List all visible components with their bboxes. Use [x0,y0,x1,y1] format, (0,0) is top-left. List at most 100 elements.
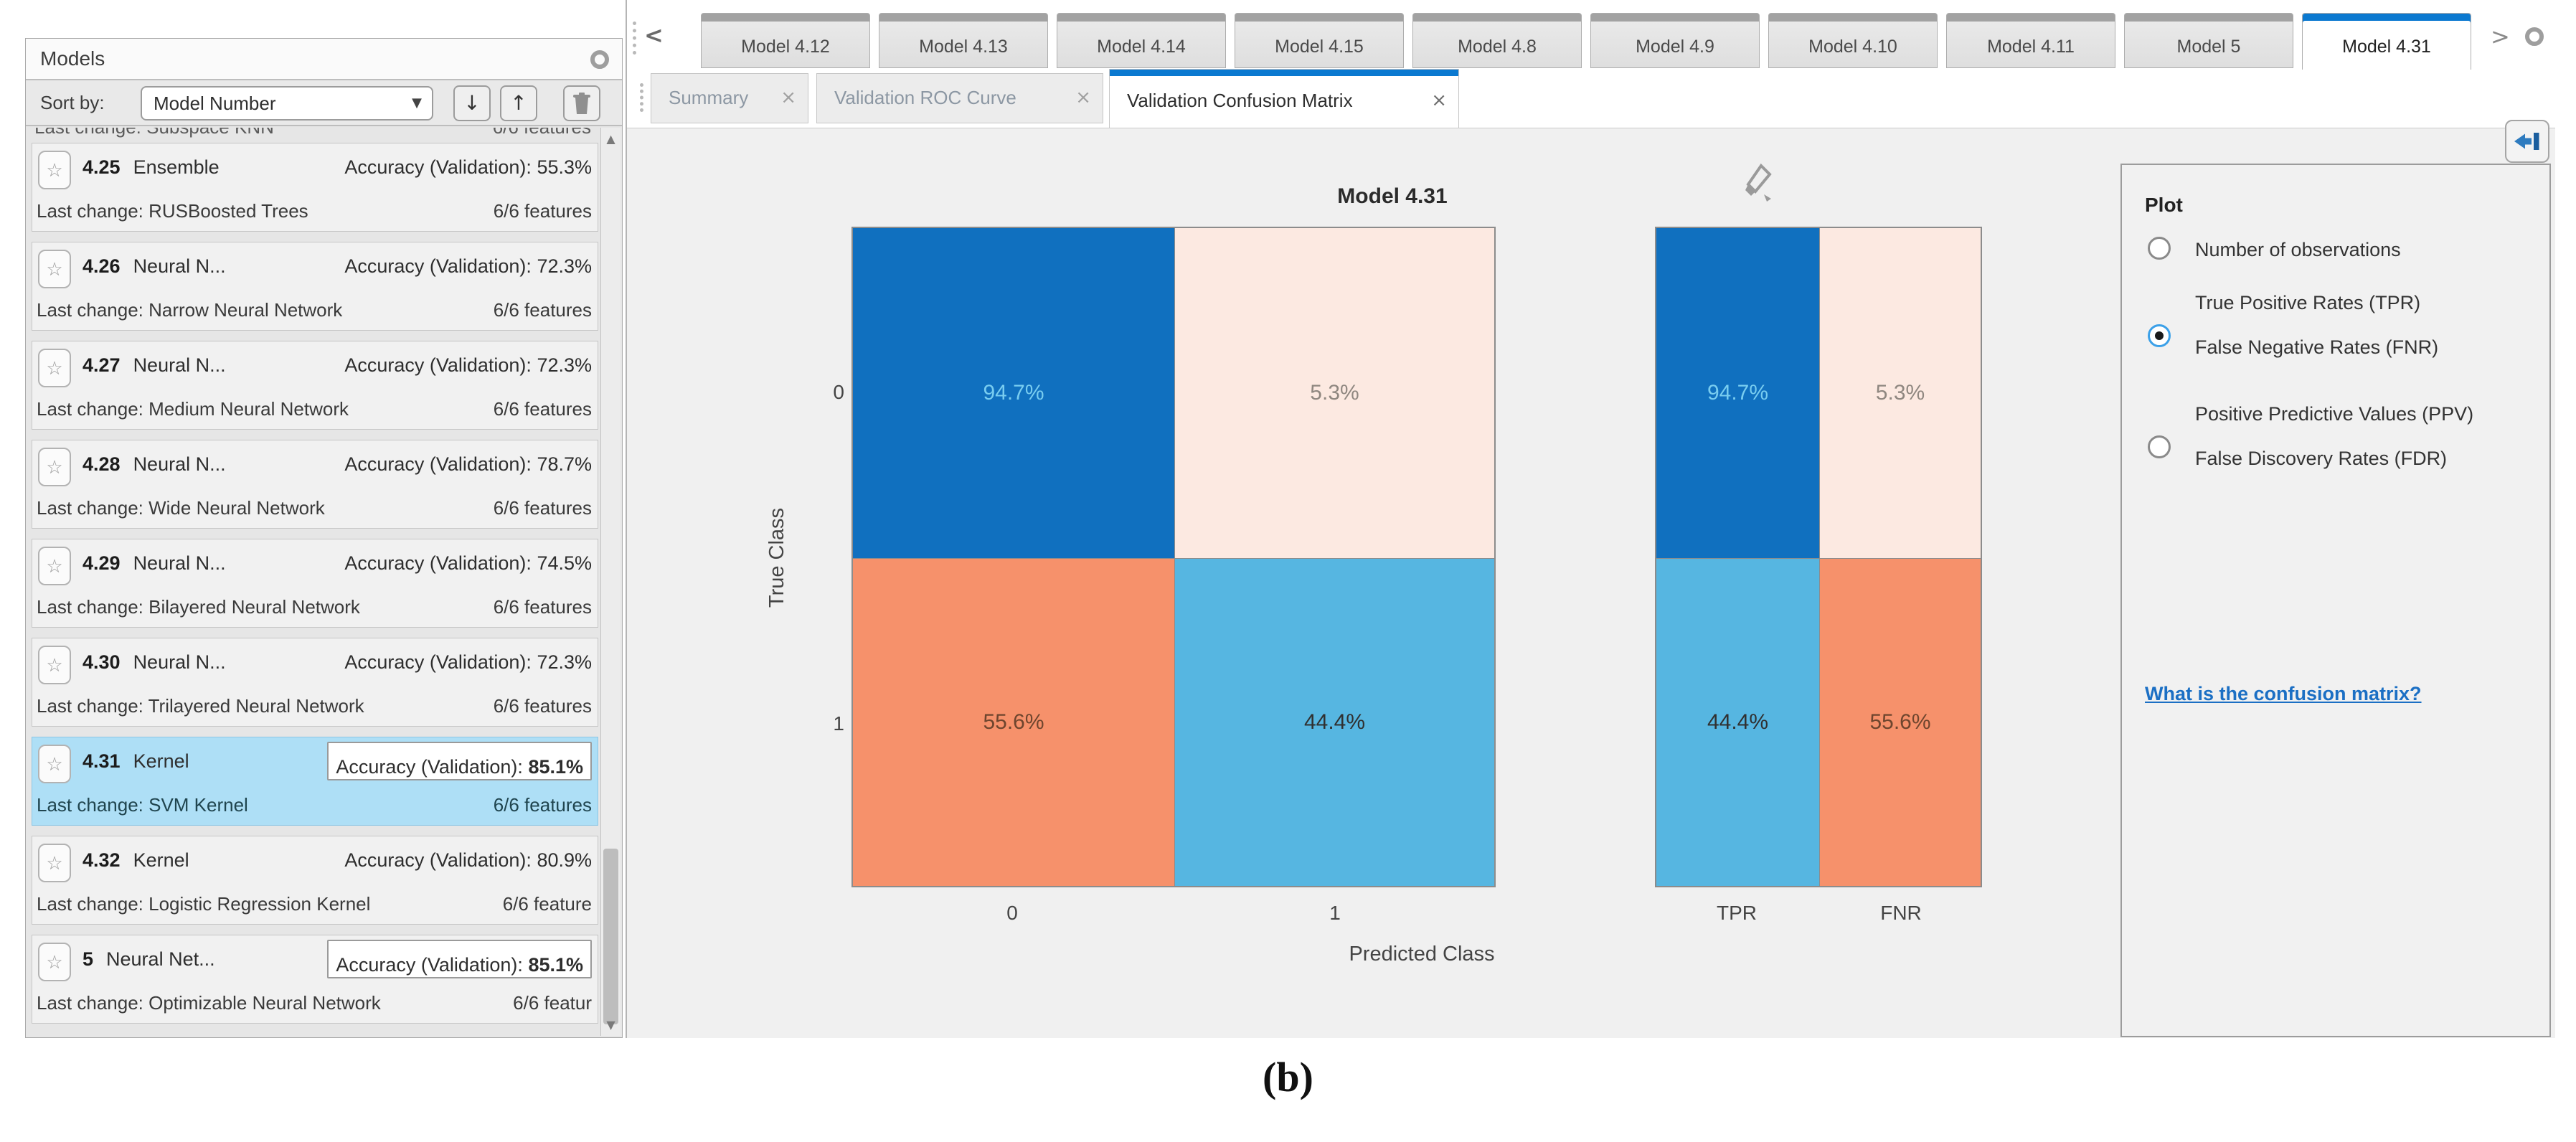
model-item-4-31-selected[interactable]: ☆ 4.31 Kernel Accuracy (Validation): 85.1%… [32,737,598,826]
tab-model-4-9[interactable]: Model 4.9 [1590,13,1760,68]
matrix-cell-true0-pred1[interactable]: 5.3% [1175,228,1494,559]
model-accuracy: Accuracy (Validation): 72.3% [344,651,592,673]
radio-number-of-observations[interactable] [2148,237,2171,260]
scrollbar-thumb[interactable] [603,849,618,1024]
model-accuracy: Accuracy (Validation): 78.7% [344,453,592,475]
sort-ascending-button[interactable]: ↑ [500,85,537,121]
model-item-4-26[interactable]: ☆ 4.26 Neural N... Accuracy (Validation): … [32,242,598,331]
model-type: Neural N... [133,453,226,475]
matrix-cell-true1-pred0[interactable]: 55.6% [853,559,1175,886]
favorite-star-icon[interactable]: ☆ [38,151,71,189]
close-icon[interactable]: × [780,87,796,108]
rate-cell-true1-tpr[interactable]: 44.4% [1656,559,1820,886]
plot-options-panel: Plot Number of observations True Positiv… [2120,164,2551,1037]
model-accuracy: Accuracy (Validation): 72.3% [344,255,592,277]
gear-icon[interactable] [590,50,609,69]
favorite-star-icon[interactable]: ☆ [38,349,71,387]
model-number: 5 [82,948,94,970]
favorite-star-icon[interactable]: ☆ [38,250,71,288]
radio-label-ppv-fdr[interactable]: Positive Predictive Values (PPV) False D… [2195,403,2474,469]
models-list-scrollbar[interactable]: ▲ ▼ [600,128,621,1036]
model-item-4-27[interactable]: ☆ 4.27 Neural N... Accuracy (Validation): … [32,341,598,430]
doctab-drag-handle[interactable] [640,83,643,112]
models-panel: Models Sort by: Model Number ▼ ↓ ↑ Last … [25,38,623,1038]
model-number: 4.31 [82,750,121,772]
confusion-matrix: 94.7% 5.3% 55.6% 44.4% [851,227,1496,887]
matrix-cell-true1-pred1[interactable]: 44.4% [1175,559,1494,886]
tab-model-5[interactable]: Model 5 [2124,13,2293,68]
favorite-star-icon[interactable]: ☆ [38,844,71,882]
tab-model-4-11[interactable]: Model 4.11 [1946,13,2115,68]
models-panel-header: Models [26,39,622,80]
tab-scroll-right-icon[interactable]: > [2491,23,2510,50]
x-tick-fnr: FNR [1880,902,1922,924]
model-item-5[interactable]: ☆ 5 Neural Net... Accuracy (Validation): 8… [32,935,598,1024]
y-tick-1: 1 [833,712,844,735]
sort-by-dropdown[interactable]: Model Number ▼ [141,86,433,121]
model-accuracy: Accuracy (Validation): 80.9% [344,849,592,871]
favorite-star-icon[interactable]: ☆ [38,646,71,684]
model-last-change: Last change: Logistic Regression Kernel [37,893,371,915]
tab-model-4-31-active[interactable]: Model 4.31 [2302,13,2471,70]
tab-options-gear-icon[interactable] [2525,27,2544,46]
tab-model-4-8[interactable]: Model 4.8 [1412,13,1582,68]
tab-model-4-12[interactable]: Model 4.12 [701,13,870,68]
model-item-4-32[interactable]: ☆ 4.32 Kernel Accuracy (Validation): 80.9%… [32,836,598,925]
model-item-4-28[interactable]: ☆ 4.28 Neural N... Accuracy (Validation): … [32,440,598,529]
tab-validation-confusion-matrix-active[interactable]: Validation Confusion Matrix × [1109,69,1459,128]
y-tick-0: 0 [833,381,844,403]
radio-tpr-fnr-selected[interactable] [2148,324,2171,347]
favorite-star-icon[interactable]: ☆ [38,943,71,981]
model-number: 4.29 [82,552,121,574]
model-number: 4.32 [82,849,121,871]
model-features: 6/6 features [493,398,592,420]
rate-cell-true1-fnr[interactable]: 55.6% [1820,559,1981,886]
tab-scroll-left-icon[interactable]: < [644,22,664,49]
close-icon[interactable]: × [1431,90,1447,111]
x-tick-tpr: TPR [1717,902,1757,924]
favorite-star-icon[interactable]: ☆ [38,547,71,585]
favorite-star-icon[interactable]: ☆ [38,448,71,486]
model-item-4-30[interactable]: ☆ 4.30 Neural N... Accuracy (Validation): … [32,638,598,727]
sort-by-value: Model Number [154,93,276,114]
scroll-up-icon[interactable]: ▲ [606,132,615,146]
tab-validation-roc-curve[interactable]: Validation ROC Curve × [816,73,1103,123]
close-icon[interactable]: × [1075,87,1091,108]
tabbar-drag-handle[interactable] [633,22,636,55]
tab-model-4-14[interactable]: Model 4.14 [1057,13,1226,68]
figure-caption: (b) [1263,1054,1313,1100]
x-tick-1: 1 [1329,902,1341,924]
matrix-cell-true0-pred0[interactable]: 94.7% [853,228,1175,559]
model-accuracy-box: Accuracy (Validation): 85.1% [327,742,592,780]
tab-model-4-10[interactable]: Model 4.10 [1768,13,1938,68]
favorite-star-icon[interactable]: ☆ [38,745,71,783]
model-last-change: Last change: Optimizable Neural Network [37,992,381,1014]
scroll-down-icon[interactable]: ▼ [606,1018,615,1032]
model-features: 6/6 featur [513,992,592,1014]
rate-cell-true0-fnr[interactable]: 5.3% [1820,228,1981,559]
radio-ppv-fdr[interactable] [2148,435,2171,458]
sort-descending-button[interactable]: ↓ [453,85,491,121]
rate-cell-true0-tpr[interactable]: 94.7% [1656,228,1820,559]
model-last-change: Last change: Wide Neural Network [37,497,325,519]
model-type: Kernel [133,849,189,871]
sort-toolbar: Sort by: Model Number ▼ ↓ ↑ [26,80,622,126]
model-features: 6/6 features [493,497,592,519]
model-item-4-25[interactable]: ☆ 4.25 Ensemble Accuracy (Validation): 55.… [32,143,598,232]
tab-summary[interactable]: Summary × [651,73,808,123]
model-last-change: Last change: Trilayered Neural Network [37,695,364,717]
model-item-4-29[interactable]: ☆ 4.29 Neural N... Accuracy (Validation): … [32,539,598,628]
clipped-model-item[interactable]: Last change: Subspace KNN 6/6 features [32,128,598,139]
model-number: 4.25 [82,156,121,178]
delete-model-button[interactable] [563,85,600,121]
export-plot-button[interactable] [2505,120,2549,163]
model-type: Neural Net... [106,948,215,970]
model-features: 6/6 features [493,200,592,222]
tab-model-4-13[interactable]: Model 4.13 [879,13,1048,68]
brush-icon[interactable] [1741,163,1775,203]
confusion-matrix-help-link[interactable]: What is the confusion matrix? [2145,683,2422,704]
tab-model-4-15[interactable]: Model 4.15 [1235,13,1404,68]
radio-label-observations[interactable]: Number of observations [2195,239,2401,260]
radio-label-tpr-fnr[interactable]: True Positive Rates (TPR) False Negative… [2195,292,2439,358]
model-number: 4.30 [82,651,121,673]
